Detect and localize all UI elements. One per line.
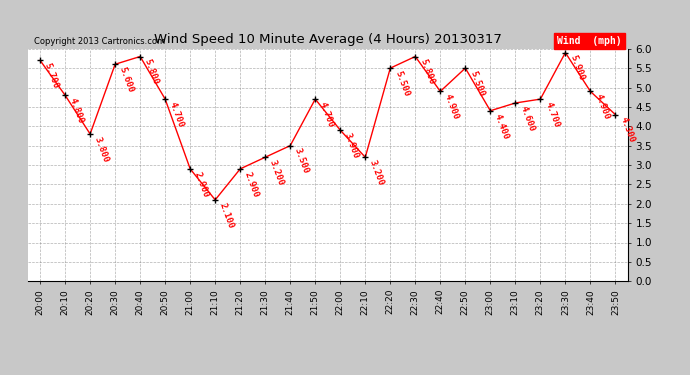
Text: 5.800: 5.800 — [143, 58, 161, 86]
Text: 5.600: 5.600 — [118, 66, 135, 94]
Text: 3.200: 3.200 — [368, 159, 386, 187]
Text: 4.700: 4.700 — [168, 100, 186, 129]
Text: 2.900: 2.900 — [193, 170, 210, 199]
Text: 4.600: 4.600 — [518, 104, 535, 133]
Text: 4.900: 4.900 — [443, 93, 461, 121]
Text: Copyright 2013 Cartronics.com: Copyright 2013 Cartronics.com — [34, 38, 165, 46]
Text: 5.500: 5.500 — [468, 69, 486, 98]
Text: 3.500: 3.500 — [293, 147, 310, 176]
Text: 5.700: 5.700 — [43, 62, 61, 90]
Text: 4.400: 4.400 — [493, 112, 511, 141]
Text: 4.700: 4.700 — [543, 100, 561, 129]
Text: 3.200: 3.200 — [268, 159, 286, 187]
Text: 4.800: 4.800 — [68, 97, 86, 125]
Text: 5.800: 5.800 — [418, 58, 435, 86]
Text: 4.300: 4.300 — [618, 116, 635, 144]
Text: Wind  (mph): Wind (mph) — [558, 36, 622, 46]
Text: 3.800: 3.800 — [93, 135, 110, 164]
Text: 2.100: 2.100 — [218, 201, 235, 229]
Text: 4.900: 4.900 — [593, 93, 611, 121]
Text: 2.900: 2.900 — [243, 170, 261, 199]
Title: Wind Speed 10 Minute Average (4 Hours) 20130317: Wind Speed 10 Minute Average (4 Hours) 2… — [154, 33, 502, 46]
Text: 4.700: 4.700 — [318, 100, 335, 129]
Text: 3.900: 3.900 — [343, 132, 361, 160]
Text: 5.900: 5.900 — [568, 54, 586, 82]
Text: 5.500: 5.500 — [393, 69, 411, 98]
